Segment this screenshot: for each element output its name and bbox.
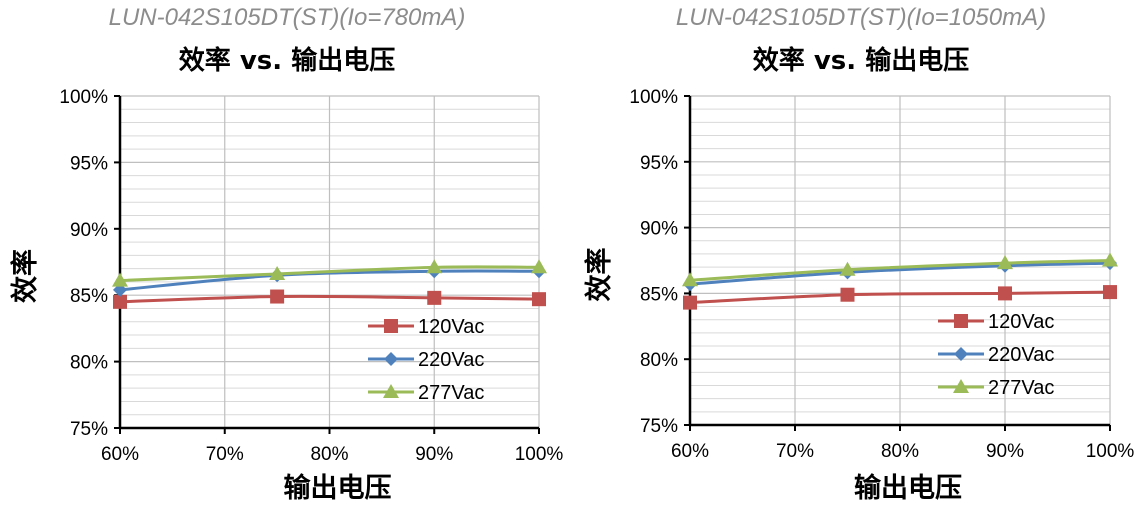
x-axis-title: 输出电压 xyxy=(854,472,962,504)
data-point xyxy=(839,261,856,276)
x-tick-label: 60% xyxy=(671,441,709,462)
legend-marker xyxy=(953,379,969,393)
chart-subtitle: LUN-042S105DT(ST)(Io=1050mA) xyxy=(675,4,1047,31)
data-point xyxy=(426,259,443,274)
x-tick-label: 90% xyxy=(986,441,1024,462)
data-point xyxy=(112,272,128,287)
y-axis-title: 效率 xyxy=(9,249,41,303)
y-tick-label: 95% xyxy=(70,153,108,174)
x-axis-title: 输出电压 xyxy=(284,472,392,504)
series-line xyxy=(689,290,1111,305)
chart-svg: 75% 80% 85% 90% 95% 100% 60% 70% 80% 90% 100% 输出电压 效… xyxy=(9,87,564,504)
legend-item: 120Vac xyxy=(368,316,484,338)
data-point xyxy=(531,259,547,274)
legend-label: 277Vac xyxy=(418,382,484,404)
legend-item: 220Vac xyxy=(368,349,484,371)
legend: 120Vac 220Vac 277Vac xyxy=(938,311,1054,399)
x-tick-label: 70% xyxy=(206,444,244,465)
series-120Vac xyxy=(113,289,546,309)
legend-item: 220Vac xyxy=(938,344,1054,366)
data-point xyxy=(1103,285,1117,300)
legend-item: 120Vac xyxy=(938,311,1054,333)
legend-marker xyxy=(384,352,398,366)
series-line xyxy=(119,294,540,304)
series-line xyxy=(119,269,540,292)
series-120Vac xyxy=(683,285,1117,310)
y-tick-label: 90% xyxy=(70,220,108,241)
legend-label: 220Vac xyxy=(418,349,484,371)
chart-panel-780ma: 75% 80% 85% 90% 95% 100% 60% 70% 80% 90% 100% 输出电压 效… xyxy=(9,4,564,504)
chart-title: 效率 vs. 输出电压 xyxy=(752,46,970,76)
y-tick-label: 85% xyxy=(70,286,108,307)
legend-item: 277Vac xyxy=(368,382,484,404)
legend-label: 220Vac xyxy=(988,344,1054,366)
x-tick-label: 100% xyxy=(1086,441,1135,462)
data-point xyxy=(998,286,1012,301)
chart-panel-1050ma: 75% 80% 85% 90% 95% 100% 60% 70% 80% 90% 100% 输出电压 效… xyxy=(574,0,1148,509)
series-line xyxy=(119,265,540,283)
y-tick-label: 75% xyxy=(640,416,678,437)
legend: 120Vac 220Vac 277Vac xyxy=(368,316,484,404)
x-tick-label: 100% xyxy=(515,444,564,465)
x-tick-label: 70% xyxy=(776,441,814,462)
series-line xyxy=(689,261,1111,286)
y-tick-label: 80% xyxy=(640,350,678,371)
data-point xyxy=(1102,252,1118,267)
data-point xyxy=(997,255,1013,270)
y-tick-label: 80% xyxy=(70,353,108,374)
data-point xyxy=(113,294,127,309)
legend-label: 120Vac xyxy=(418,316,484,338)
chart-title: 效率 vs. 输出电压 xyxy=(178,46,396,76)
data-point xyxy=(270,289,285,304)
legend-label: 277Vac xyxy=(988,377,1054,399)
legend-marker xyxy=(954,314,968,328)
data-point xyxy=(532,292,546,307)
x-tick-label: 60% xyxy=(101,444,139,465)
legend-marker xyxy=(383,384,399,398)
x-tick-label: 90% xyxy=(415,444,453,465)
y-axis-title: 效率 xyxy=(583,248,615,302)
data-point xyxy=(682,272,698,287)
legend-marker xyxy=(384,319,398,333)
data-point xyxy=(840,287,855,302)
legend-marker xyxy=(954,347,968,361)
legend-label: 120Vac xyxy=(988,311,1054,333)
x-tick-label: 80% xyxy=(310,444,348,465)
y-tick-label: 100% xyxy=(59,87,108,108)
gridlines xyxy=(690,95,1111,425)
chart-subtitle: LUN-042S105DT(ST)(Io=780mA) xyxy=(108,4,466,31)
data-point xyxy=(427,290,442,305)
data-point xyxy=(683,295,697,310)
y-tick-label: 95% xyxy=(640,153,678,174)
y-tick-label: 90% xyxy=(640,219,678,240)
x-tick-label: 80% xyxy=(881,441,919,462)
data-point xyxy=(269,265,286,280)
series-line xyxy=(689,259,1111,282)
legend-item: 277Vac xyxy=(938,377,1054,399)
chart-svg: 75% 80% 85% 90% 95% 100% 60% 70% 80% 90% 100% 输出电压 效… xyxy=(583,87,1135,504)
y-tick-label: 75% xyxy=(70,419,108,440)
series-277Vac xyxy=(112,259,547,287)
y-tick-label: 85% xyxy=(640,284,678,305)
gridlines xyxy=(120,95,540,428)
series-277Vac xyxy=(682,252,1118,287)
y-tick-label: 100% xyxy=(629,87,678,108)
